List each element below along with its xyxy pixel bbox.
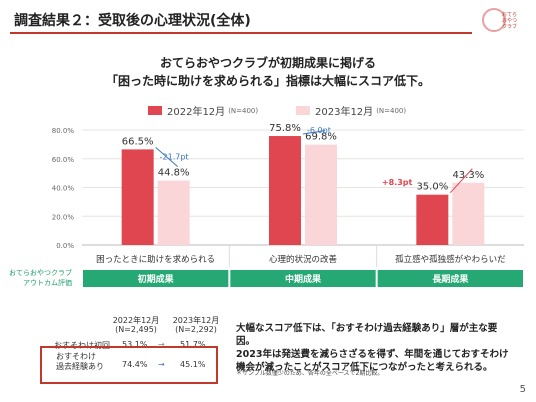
y-tick-label: 80.0% bbox=[52, 127, 75, 135]
note-line-3: 機会が減ったことがスコア低下につながったと考えられる。 bbox=[236, 362, 493, 373]
logo: おてら おやつ クラブ bbox=[482, 8, 522, 38]
headline-line-1: おてらおやつクラブが初期成果に掲げる bbox=[159, 56, 376, 70]
bar bbox=[452, 182, 485, 245]
outcome-band bbox=[230, 270, 376, 287]
legend-swatch-2023 bbox=[296, 106, 310, 115]
headline-line-2: 「困った時に助けを求められる」指標は大幅にスコア低下。 bbox=[105, 74, 430, 88]
y-tick-label: 0.0% bbox=[56, 242, 74, 250]
table-col-2022-label: 2022年12月 bbox=[112, 316, 160, 325]
table-row-1-v2: 51.7% bbox=[180, 340, 206, 349]
page-title: 調査結果２：受取後の心理状況(全体) bbox=[14, 13, 251, 29]
table-col-2023-label: 2023年12月 bbox=[172, 316, 220, 325]
logo-text: おてら おやつ クラブ bbox=[502, 12, 518, 30]
side-label-line-2: アウトカム評価 bbox=[23, 279, 72, 287]
bar bbox=[305, 144, 337, 245]
legend-label-2022: 2022年12月 bbox=[167, 107, 226, 118]
logo-mark bbox=[482, 8, 506, 32]
change-arrow bbox=[449, 168, 473, 194]
table-row-2-v1: 74.4% bbox=[122, 360, 148, 369]
table-col-2022-n: (N=2,495) bbox=[115, 325, 157, 334]
data-label: 75.8% bbox=[269, 123, 301, 134]
table-row-2-v2: 45.1% bbox=[180, 360, 206, 369]
change-label: +8.3pt bbox=[382, 178, 413, 187]
legend-label-2023: 2023年12月 bbox=[315, 107, 374, 118]
table-row-1-arrow: → bbox=[158, 340, 165, 349]
x-tick-label: 困ったときに助けを求められる bbox=[96, 254, 215, 265]
x-tick-label: 孤立感や孤独感がやわらいだ bbox=[395, 254, 506, 265]
table-col-2022: 2022年12月 (N=2,495) bbox=[106, 316, 166, 334]
outcome-label: 初期成果 bbox=[138, 273, 175, 285]
change-label: -21.7pt bbox=[160, 152, 189, 161]
legend-note-2022: (N=400) bbox=[228, 106, 259, 115]
table-row-1-label: おすそわけ初回 bbox=[54, 341, 110, 350]
bar bbox=[121, 149, 154, 245]
bar bbox=[416, 194, 449, 245]
outcome-band bbox=[83, 270, 229, 287]
table-col-2023-n: (N=2,292) bbox=[175, 325, 217, 334]
table-row-1-v1: 53.1% bbox=[122, 340, 148, 349]
footnote: ＊サンプル数僅少のため、各年の全ベースで2期比較。 bbox=[236, 370, 384, 377]
explanation-note: 大幅なスコア低下は、「おすそわけ過去経験あり」層が主な要因。 2023年は発送費… bbox=[236, 322, 516, 374]
x-tick-label: 心理的状況の改善 bbox=[269, 254, 338, 265]
table-col-2023: 2023年12月 (N=2,292) bbox=[166, 316, 226, 334]
outcome-label: 中期成果 bbox=[285, 273, 322, 285]
note-line-1: 大幅なスコア低下は、「おすそわけ過去経験あり」層が主な要因。 bbox=[236, 323, 498, 347]
bar bbox=[269, 136, 301, 245]
change-arrow bbox=[302, 130, 326, 135]
table-row-2-arrow: → bbox=[158, 360, 165, 369]
data-label: 69.8% bbox=[305, 132, 337, 143]
table-row-2-label: おすそわけ 過去経験あり bbox=[56, 352, 104, 371]
data-label: 44.8% bbox=[158, 168, 190, 179]
outcome-side-label: おてらおやつクラブ アウトカム評価 bbox=[6, 268, 72, 288]
change-arrow bbox=[155, 147, 178, 167]
data-label: 66.5% bbox=[122, 136, 154, 147]
highlight-box bbox=[40, 346, 218, 384]
y-tick-label: 20.0% bbox=[52, 213, 75, 221]
outcome-band bbox=[377, 270, 523, 287]
side-label-line-1: おてらおやつクラブ bbox=[9, 269, 72, 277]
data-label: 35.0% bbox=[416, 182, 448, 193]
note-line-2: 2023年は発送費を減らさざるを得ず、年間を通じておすそわけ bbox=[236, 349, 509, 360]
title-underline bbox=[10, 32, 472, 34]
bar bbox=[157, 180, 190, 245]
change-label: -6.0pt bbox=[307, 126, 331, 135]
legend-swatch-2022 bbox=[148, 106, 162, 115]
y-tick-label: 40.0% bbox=[52, 185, 75, 193]
legend-2022: 2022年12月 (N=400) bbox=[148, 103, 258, 118]
page-number: 5 bbox=[519, 384, 526, 395]
y-tick-label: 60.0% bbox=[52, 156, 75, 164]
outcome-label: 長期成果 bbox=[432, 273, 469, 285]
legend-note-2023: (N=400) bbox=[376, 106, 407, 115]
legend-2023: 2023年12月 (N=400) bbox=[296, 103, 406, 118]
data-label: 43.3% bbox=[452, 170, 484, 181]
